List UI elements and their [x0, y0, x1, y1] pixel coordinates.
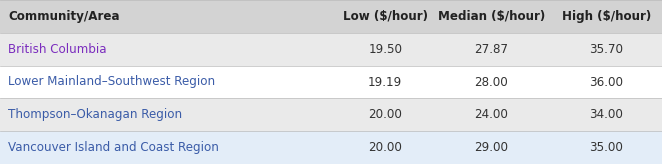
- Bar: [0, 33, 662, 66]
- Text: Median ($/hour): Median ($/hour): [438, 10, 545, 23]
- Text: 34.00: 34.00: [589, 108, 624, 121]
- Text: 35.00: 35.00: [589, 141, 624, 154]
- Bar: [0, 131, 662, 164]
- Text: British Columbia: British Columbia: [8, 43, 107, 56]
- Text: 19.50: 19.50: [368, 43, 402, 56]
- Text: 27.87: 27.87: [474, 43, 508, 56]
- Text: 28.00: 28.00: [475, 75, 508, 89]
- Text: 35.70: 35.70: [589, 43, 624, 56]
- Text: 20.00: 20.00: [368, 141, 402, 154]
- Text: High ($/hour): High ($/hour): [562, 10, 651, 23]
- Text: 29.00: 29.00: [474, 141, 508, 154]
- Text: Community/Area: Community/Area: [8, 10, 119, 23]
- Text: Thompson–Okanagan Region: Thompson–Okanagan Region: [8, 108, 182, 121]
- Text: Low ($/hour): Low ($/hour): [343, 10, 428, 23]
- Text: 24.00: 24.00: [474, 108, 508, 121]
- Text: 19.19: 19.19: [368, 75, 402, 89]
- Bar: [0, 98, 662, 131]
- Bar: [0, 66, 662, 98]
- Text: Lower Mainland–Southwest Region: Lower Mainland–Southwest Region: [8, 75, 215, 89]
- Text: 20.00: 20.00: [368, 108, 402, 121]
- Text: 36.00: 36.00: [589, 75, 624, 89]
- Text: Vancouver Island and Coast Region: Vancouver Island and Coast Region: [8, 141, 219, 154]
- Bar: [0, 0, 662, 33]
